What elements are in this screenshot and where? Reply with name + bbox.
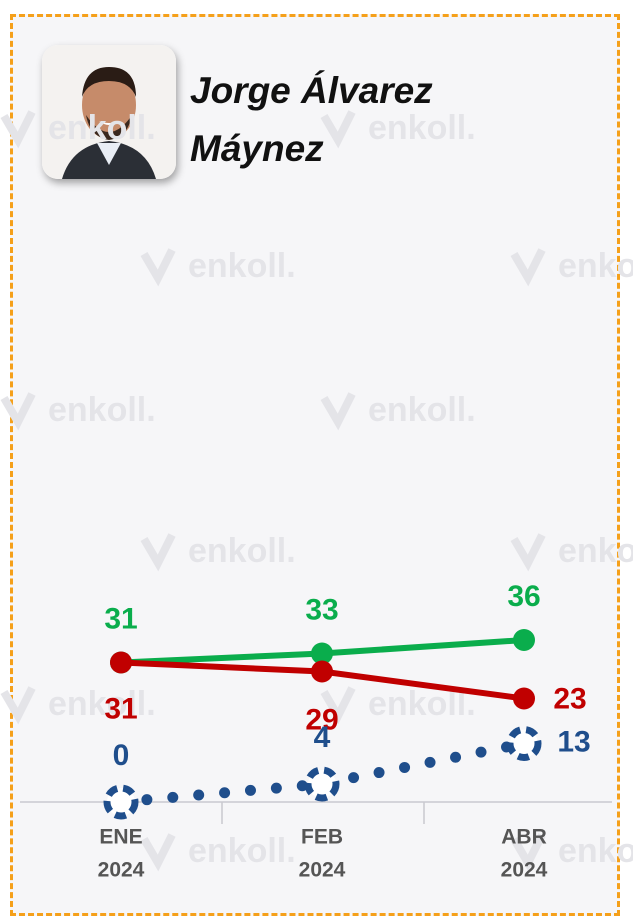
profile-photo: [42, 45, 176, 179]
watermark-logo: [510, 833, 546, 872]
x-tick-label: FEB: [301, 826, 343, 849]
watermark: enkoll.: [188, 247, 296, 285]
watermark-logo: [320, 686, 356, 725]
watermark: enkoll.: [368, 391, 476, 429]
watermark-logo: [510, 248, 546, 287]
point-marker: [513, 687, 535, 710]
data-label: 13: [557, 725, 590, 758]
watermark-logo: [140, 533, 176, 572]
data-label: 23: [553, 682, 586, 715]
watermark: enkoll.: [558, 532, 633, 570]
x-tick-label: ABR: [501, 826, 547, 849]
x-tick-label: 2024: [501, 859, 548, 882]
watermark: enkoll.: [558, 247, 633, 285]
watermark: enkoll.: [48, 109, 156, 147]
watermark-logo: [0, 686, 36, 725]
data-label: 31: [104, 602, 137, 635]
point-marker: [304, 766, 340, 802]
series-line: [115, 738, 530, 808]
point-marker: [506, 726, 542, 761]
point-marker: [513, 629, 535, 651]
watermark: enkoll.: [48, 391, 156, 429]
x-tick-label: 2024: [299, 859, 346, 882]
data-label: 4: [314, 721, 331, 754]
watermark: enkoll.: [368, 109, 476, 147]
data-label: 29: [305, 703, 338, 736]
watermark-logo: [140, 833, 176, 872]
watermark-logo: [140, 248, 176, 287]
x-tick-label: ENE: [99, 826, 142, 849]
x-tick-label: 2024: [98, 859, 145, 882]
point-marker: [103, 784, 139, 820]
watermark: enkoll.: [48, 685, 156, 723]
watermark-logo: [510, 533, 546, 572]
data-label: 33: [305, 593, 338, 626]
chart-title: Jorge Álvarez Máynez: [190, 70, 433, 169]
watermark-logo: [0, 392, 36, 431]
watermark-logo: [320, 110, 356, 149]
data-label: 31: [104, 692, 137, 725]
photo-art: [42, 45, 176, 179]
point-marker: [110, 651, 132, 674]
watermark-logo: [0, 110, 36, 149]
watermark: enkoll.: [188, 532, 296, 570]
watermark: enkoll.: [558, 832, 633, 870]
point-marker: [311, 642, 333, 665]
point-marker: [311, 660, 333, 683]
data-label: 0: [113, 739, 130, 772]
data-label: 36: [507, 580, 540, 613]
watermark-logo: [320, 392, 356, 431]
watermark: enkoll.: [188, 832, 296, 870]
